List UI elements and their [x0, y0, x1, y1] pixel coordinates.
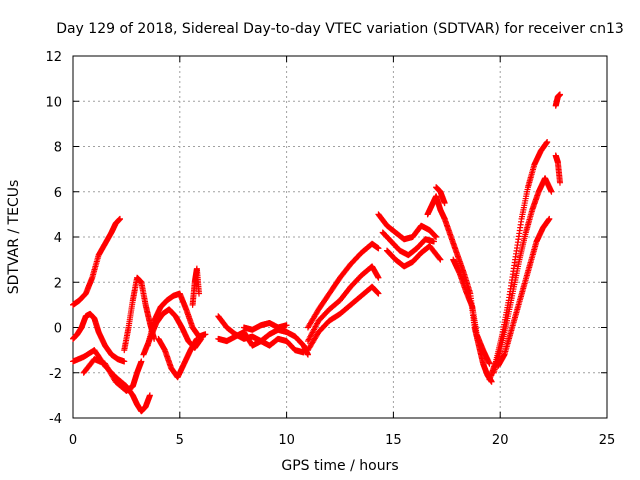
- data-point: [544, 138, 551, 145]
- y-tick-label: -2: [49, 367, 62, 382]
- series-track-p: [375, 211, 440, 243]
- x-tick-label: 10: [278, 433, 295, 448]
- data-point: [193, 335, 200, 342]
- y-tick-label: 4: [54, 231, 62, 246]
- series-track-o: [304, 283, 382, 354]
- data-point: [430, 238, 437, 245]
- series-track-m: [304, 240, 382, 331]
- y-tick-label: 8: [54, 141, 62, 156]
- series-track-v: [450, 256, 493, 367]
- x-tick-label: 5: [176, 433, 184, 448]
- data-point: [375, 274, 382, 281]
- x-tick-labels: 0 5 10 15 20 25: [69, 433, 615, 448]
- data-point: [437, 256, 444, 263]
- data-point: [146, 392, 153, 399]
- data-point: [202, 331, 209, 338]
- x-tick-label: 25: [599, 433, 616, 448]
- series-track-h: [155, 335, 200, 381]
- data-point: [138, 358, 145, 365]
- data-point: [433, 234, 440, 240]
- series-track-s: [424, 193, 448, 222]
- y-axis-label: SDTVAR / TECUs: [6, 180, 22, 295]
- series-track-n: [304, 263, 382, 345]
- series-track-t: [433, 184, 448, 207]
- data-point: [557, 179, 564, 186]
- data-point: [486, 360, 493, 367]
- data-point: [375, 245, 382, 252]
- data-point: [546, 215, 553, 222]
- data-point: [283, 322, 290, 329]
- chart-title: Day 129 of 2018, Sidereal Day-to-day VTE…: [56, 21, 624, 37]
- series-track-q: [379, 229, 437, 259]
- series-track-k: [215, 326, 311, 358]
- data-point: [557, 91, 564, 98]
- data-point: [196, 290, 203, 297]
- data-point: [441, 200, 448, 207]
- series-track-b: [70, 310, 128, 365]
- y-tick-label: -4: [49, 412, 62, 427]
- y-tick-label: 2: [54, 276, 62, 291]
- series-track-l: [240, 319, 290, 333]
- series-track-z: [552, 152, 564, 186]
- axis-ticks: [72, 55, 608, 419]
- x-axis-label: GPS time / hours: [281, 458, 398, 474]
- x-tick-label: 15: [385, 433, 402, 448]
- data-point: [548, 188, 555, 195]
- series-track-y: [495, 215, 553, 369]
- x-tick-label: 20: [492, 433, 509, 448]
- y-tick-labels: -4 -2 0 2 4 6 8 10 12: [45, 50, 62, 427]
- data-point: [121, 358, 128, 365]
- series-track-r: [383, 243, 444, 270]
- y-tick-label: 6: [54, 186, 62, 201]
- y-tick-label: 0: [54, 322, 62, 337]
- data-points: [70, 91, 564, 415]
- series-track-aa: [552, 91, 564, 109]
- y-tick-label: 10: [45, 95, 62, 110]
- series-track-d: [80, 356, 145, 394]
- data-point: [375, 290, 382, 297]
- series-track-g: [144, 290, 209, 349]
- series-track-w: [486, 138, 551, 383]
- series-track-a: [70, 215, 123, 308]
- data-point: [116, 215, 123, 222]
- grid: [73, 56, 607, 418]
- series-track-i: [189, 265, 203, 308]
- data-point: [436, 255, 443, 262]
- y-tick-label: 12: [45, 50, 62, 65]
- x-tick-label: 0: [69, 433, 77, 448]
